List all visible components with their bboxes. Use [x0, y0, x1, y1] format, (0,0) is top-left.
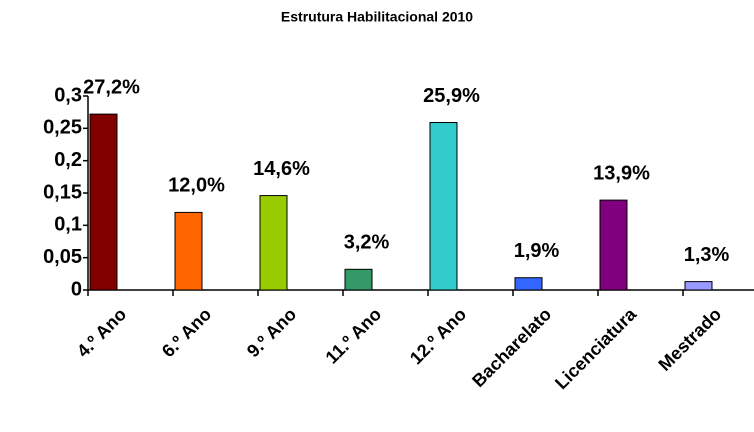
- x-tick-label: 12.º Ano: [406, 304, 470, 368]
- bar: [429, 122, 458, 291]
- x-tick-label: Mestrado: [654, 304, 725, 375]
- y-tick-label: 0,05: [43, 246, 82, 268]
- y-tick-label: 0,3: [54, 84, 82, 106]
- data-label: 25,9%: [423, 85, 480, 107]
- data-label: 1,9%: [514, 240, 560, 262]
- x-tick-label: 11.º Ano: [322, 304, 386, 368]
- x-tick-label: 9.º Ano: [243, 304, 300, 361]
- y-tick-label: 0,15: [43, 181, 82, 203]
- bar: [599, 199, 628, 291]
- bar: [174, 211, 203, 291]
- y-tick-label: 0,25: [43, 117, 82, 139]
- bar: [344, 268, 373, 291]
- y-tick-label: 0,2: [54, 149, 82, 171]
- data-label: 1,3%: [684, 244, 730, 266]
- bar: [259, 195, 288, 291]
- data-label: 13,9%: [593, 162, 650, 184]
- data-label: 12,0%: [168, 175, 225, 197]
- bar: [89, 113, 118, 291]
- bar: [514, 277, 543, 291]
- x-tick-label: 4.º Ano: [73, 304, 130, 361]
- data-label: 27,2%: [83, 76, 140, 98]
- y-tick-label: 0: [71, 278, 82, 300]
- bar: [684, 281, 713, 291]
- x-tick-label: 6.º Ano: [158, 304, 215, 361]
- x-tick-label: Bacharelato: [468, 304, 555, 391]
- data-label: 3,2%: [344, 232, 390, 254]
- chart-title: Estrutura Habilitacional 2010: [281, 9, 473, 25]
- data-label: 14,6%: [253, 158, 310, 180]
- x-tick-label: Licenciatura: [551, 303, 641, 393]
- y-tick-label: 0,1: [54, 214, 82, 236]
